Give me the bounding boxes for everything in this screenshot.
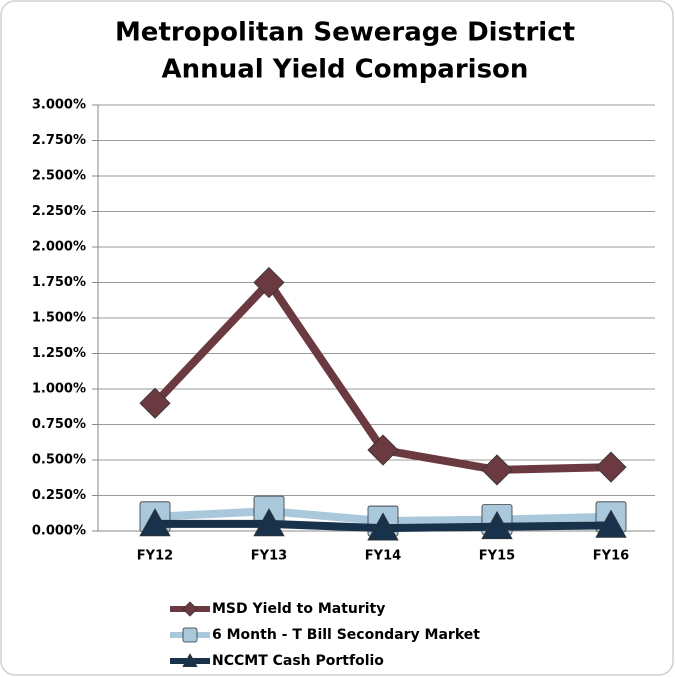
y-tick-label: 2.500%: [32, 169, 86, 184]
point: [367, 434, 399, 466]
point: [253, 508, 285, 537]
legend-marker: [182, 601, 198, 617]
point: [481, 510, 513, 540]
point: [595, 509, 627, 538]
y-tick-label: 1.750%: [32, 275, 86, 290]
x-tick-label: FY12: [137, 549, 173, 564]
legend-label: 6 Month - T Bill Secondary Market: [212, 627, 480, 643]
chart-title: Metropolitan Sewerage District: [115, 18, 575, 48]
point: [139, 387, 171, 419]
legend-label: NCCMT Cash Portfolio: [212, 653, 384, 669]
y-tick-label: 3.000%: [32, 98, 86, 113]
y-tick-label: 2.750%: [32, 133, 86, 148]
point: [595, 451, 627, 483]
y-tick-label: 1.250%: [32, 346, 86, 361]
y-tick-label: 0.000%: [32, 524, 86, 539]
y-tick-label: 2.000%: [32, 240, 86, 255]
y-tick-label: 1.000%: [32, 382, 86, 397]
legend-marker: [182, 653, 198, 667]
y-tick-label: 0.250%: [32, 488, 86, 503]
point: [367, 512, 399, 541]
x-tick-label: FY15: [479, 549, 515, 564]
y-tick-label: 1.500%: [32, 311, 86, 326]
y-tick-label: 2.250%: [32, 204, 86, 219]
point: [139, 508, 171, 537]
x-tick-label: FY13: [251, 549, 287, 564]
legend-marker: [182, 627, 198, 643]
legend-label: MSD Yield to Maturity: [212, 601, 385, 617]
chart-title: Annual Yield Comparison: [162, 55, 529, 85]
x-tick-label: FY16: [593, 549, 629, 564]
point: [253, 266, 285, 299]
y-tick-label: 0.500%: [32, 453, 86, 468]
point: [481, 454, 513, 486]
x-tick-label: FY14: [365, 549, 401, 564]
y-tick-label: 0.750%: [32, 417, 86, 432]
